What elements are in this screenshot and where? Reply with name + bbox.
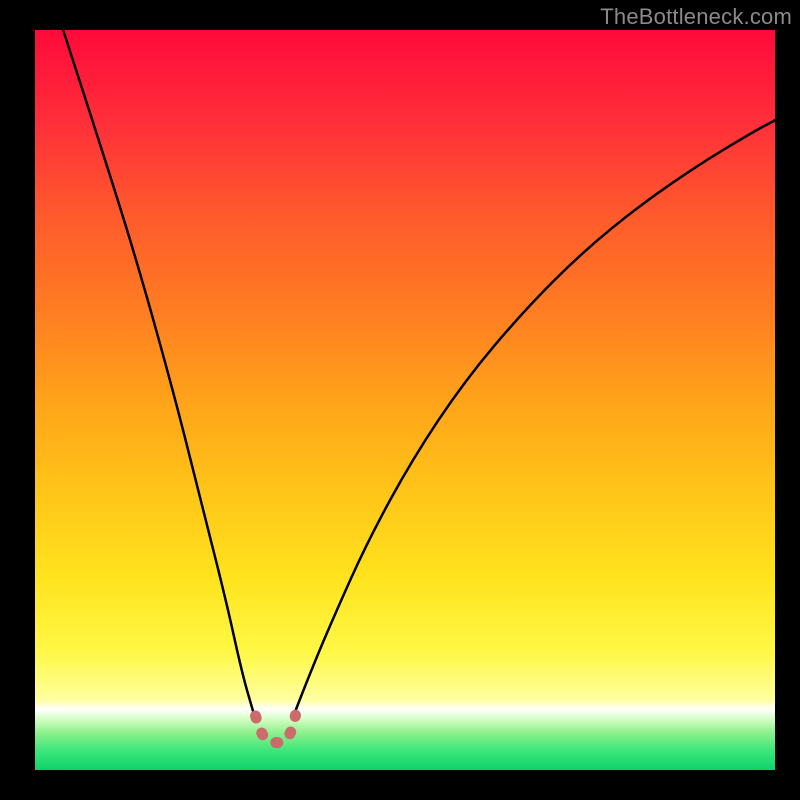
watermark-text: TheBottleneck.com — [600, 4, 792, 30]
bottleneck-chart — [35, 30, 775, 770]
gradient-background — [35, 30, 775, 770]
